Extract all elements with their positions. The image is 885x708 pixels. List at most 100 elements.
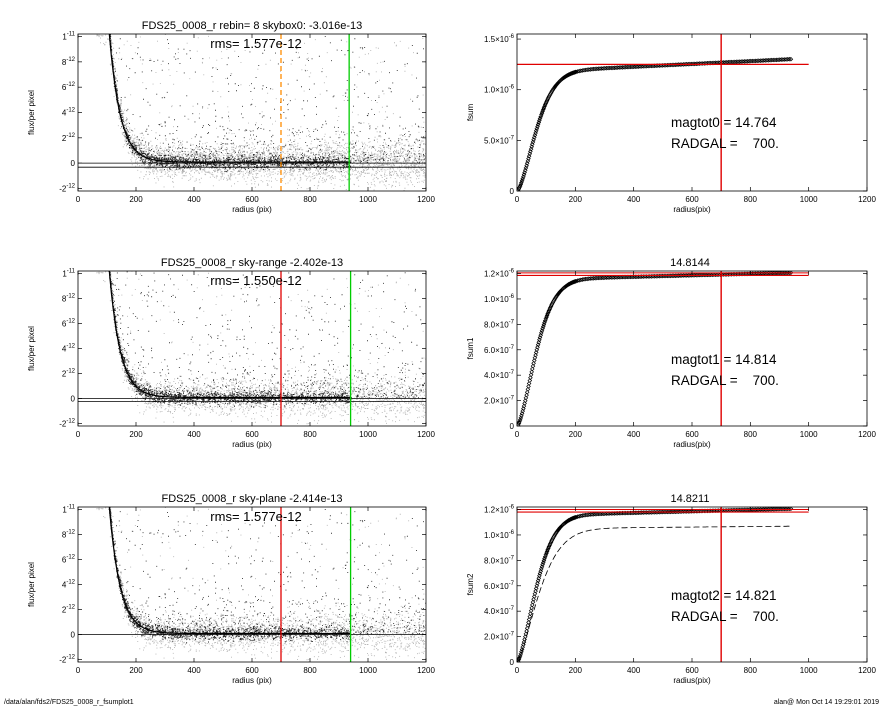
panel-right-2-xtick-label: 600 — [685, 430, 699, 439]
panel-right-3-xtick-label: 200 — [569, 666, 583, 675]
panel-left-2-group: 0 200 400 600 800 1000 1200-2-1202-124-126-128… — [27, 257, 435, 449]
panel-right-2-xtick-label: 1000 — [800, 430, 818, 439]
panel-right-3-ylabel: fsum2 — [466, 573, 475, 595]
panel-right-3-xtick-label: 600 — [685, 666, 699, 675]
panel-right-3-xtick-label: 800 — [744, 666, 758, 675]
panel-right-3-ytick-label: 1.2×10-6 — [484, 505, 515, 515]
panel-left-1-profile-curve — [108, 34, 351, 163]
panel-left-3-xtick-label: 1200 — [417, 666, 435, 675]
panel-left-1-xlabel: radius (pix) — [232, 205, 272, 214]
panel-right-3-ytick-label: 2.0×10-7 — [484, 632, 515, 642]
panel-left-3-xtick-label: 600 — [245, 666, 259, 675]
panel-right-1-magtot-label: magtot0 = 14.764 — [671, 115, 777, 130]
panel-right-1-xtick-label: 600 — [685, 195, 699, 204]
panel-right-2-ytick-label: 4.0×10-7 — [484, 370, 515, 380]
panel-left-1-group: 0 200 400 600 800 1000 1200-2-1202-124-126-128… — [27, 20, 435, 214]
panel-right-3-frame — [516, 506, 868, 663]
panel-left-2-ytick-label: -2-12 — [59, 419, 75, 429]
footer-path: /data/alan/fds2/FDS25_0008_r_fsumplot1 — [4, 699, 134, 706]
panel-right-1-ytick-label: 1.5×10-6 — [484, 34, 515, 44]
panel-left-1-ytick-label: -2-12 — [59, 183, 75, 193]
panel-left-3-marks — [78, 507, 426, 662]
panel-left-1-xtick-label: 1000 — [359, 195, 377, 204]
panel-right-1-ytick-label: 0 — [510, 187, 515, 196]
panel-left-2-ytick-label: 1-11 — [62, 269, 75, 279]
panel-right-1-radgal-label: RADGAL = 700. — [671, 136, 779, 151]
panel-right-3-ytick-label: 0 — [510, 658, 515, 667]
panel-left-3-ytick-label: 4-12 — [62, 580, 76, 590]
panel-right-2-marks — [517, 271, 809, 426]
panel-left-2-xtick-label: 400 — [187, 430, 201, 439]
panel-left-3-group: 0 200 400 600 800 1000 1200-2-1202-124-126-128… — [27, 493, 435, 685]
panel-right-1-marks — [517, 34, 809, 191]
panel-right-3-radgal-label: RADGAL = 700. — [671, 609, 779, 624]
panel-left-2-ytick-label: 8-12 — [62, 294, 76, 304]
panel-right-2-xtick-label: 0 — [515, 430, 520, 439]
panel-left-1-rms-label: rms= 1.577e-12 — [210, 36, 301, 51]
panel-left-2-xtick-label: 1000 — [359, 430, 377, 439]
panel-right-2-xtick-label: 400 — [627, 430, 641, 439]
panel-right-3-ytick-label: 8.0×10-7 — [484, 555, 515, 565]
panel-right-3-xtick-label: 1000 — [800, 666, 818, 675]
panel-right-1-xtick-label: 800 — [744, 195, 758, 204]
panel-right-1-ytick-label: 1.0×10-6 — [484, 85, 515, 95]
panel-left-3-ytick-label: 2-12 — [62, 605, 76, 615]
panel-right-3-xtick-label: 1200 — [858, 666, 876, 675]
panel-left-3-scatter-sky — [96, 507, 426, 662]
panel-right-2-frame — [516, 270, 868, 427]
panel-right-2-ytick-label: 2.0×10-7 — [484, 396, 515, 406]
panel-left-1-ytick-label: 2-12 — [62, 133, 76, 143]
panel-left-1-ytick-label: 1-11 — [62, 32, 75, 42]
panel-left-1-ytick-label: 4-12 — [62, 108, 76, 118]
panel-left-2-marks — [78, 271, 426, 426]
panel-left-3-frame — [77, 506, 427, 663]
panel-right-2-ytick-label: 8.0×10-7 — [484, 319, 515, 329]
panel-right-2-group: 0 200 400 600 800 1000 1200 0 2.0×10-7 4.0×10-7 6.… — [466, 257, 876, 449]
panel-left-3-ytick-label: -2-12 — [59, 655, 75, 665]
panel-right-1-ylabel: fsum — [466, 104, 475, 122]
panel-left-1-title: FDS25_0008_r rebin= 8 skybox0: -3.016e-1… — [142, 20, 362, 32]
panel-left-2-ytick-label: 0 — [71, 395, 76, 404]
panel-right-1-xlabel: radius(pix) — [673, 205, 711, 214]
panel-left-1-scatter-sky — [96, 34, 426, 191]
panel-right-1-xtick-label: 200 — [569, 195, 583, 204]
panel-left-3-ylabel: flux/per pixel — [27, 562, 36, 607]
panel-right-2-ytick-label: 6.0×10-7 — [484, 345, 515, 355]
panel-left-2-xtick-label: 600 — [245, 430, 259, 439]
panel-right-2-ytick-label: 1.2×10-6 — [484, 269, 515, 279]
panel-left-2-scatter-points — [110, 271, 426, 399]
panel-left-3-xtick-label: 200 — [129, 666, 143, 675]
panel-left-2-xlabel: radius (pix) — [232, 440, 272, 449]
panel-right-2-ytick-label: 1.0×10-6 — [484, 294, 515, 304]
panel-right-3-magtot-label: magtot2 = 14.821 — [671, 588, 776, 603]
panel-right-3-ytick-label: 1.0×10-6 — [484, 530, 515, 540]
panel-right-2-xtick-label: 1200 — [858, 430, 876, 439]
panel-right-3-growth-curve-dashed — [517, 525, 791, 662]
panel-left-2-scatter-sky — [96, 271, 426, 426]
panel-right-1-xtick-label: 1200 — [858, 195, 876, 204]
panel-left-2-xtick-label: 800 — [303, 430, 317, 439]
panel-left-2-ytick-label: 6-12 — [62, 319, 76, 329]
panel-right-2-radgal-label: RADGAL = 700. — [671, 373, 779, 388]
panel-left-3-ytick-label: 0 — [71, 631, 76, 640]
panel-left-2-profile-curve — [108, 271, 351, 399]
panel-right-3-xtick-label: 0 — [515, 666, 520, 675]
panel-left-1-xtick-label: 1200 — [417, 195, 435, 204]
panel-left-1-xtick-label: 200 — [129, 195, 143, 204]
panel-right-1-xtick-label: 1000 — [800, 195, 818, 204]
panel-left-2-xtick-label: 1200 — [417, 430, 435, 439]
panel-left-2-ytick-label: 4-12 — [62, 344, 76, 354]
panel-right-3-title: 14.8211 — [671, 493, 710, 505]
panel-right-3-ytick-label: 4.0×10-7 — [484, 606, 515, 616]
panel-right-3-growth-curve — [517, 507, 794, 662]
panel-right-3-xtick-label: 400 — [627, 666, 641, 675]
panel-left-1-ytick-label: 8-12 — [62, 57, 76, 67]
panel-left-1-xtick-label: 0 — [76, 195, 81, 204]
panel-right-2-growth-curve — [517, 271, 794, 426]
panel-left-2-ylabel: flux/per pixel — [27, 326, 36, 371]
footer-timestamp: alan@ Mon Oct 14 19:29:01 2019 — [773, 699, 879, 706]
panel-left-3-ytick-label: 8-12 — [62, 530, 76, 540]
panel-right-3-marks — [517, 507, 809, 662]
panel-left-2-ytick-label: 2-12 — [62, 369, 76, 379]
